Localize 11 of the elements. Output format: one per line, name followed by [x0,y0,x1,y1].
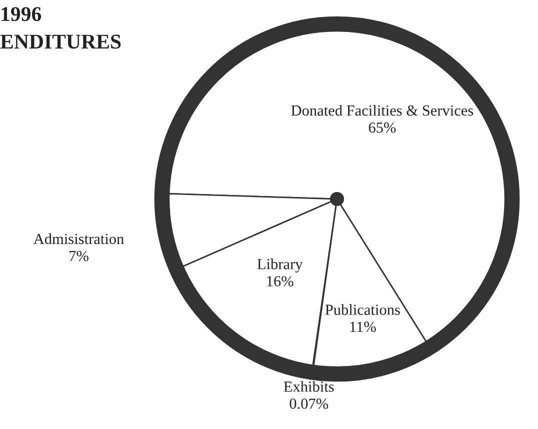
slice-label: Exhibits [284,381,334,392]
data-label: 16% [267,276,294,286]
slice-label: Publications [325,304,400,315]
data-label: 0.07% [290,398,328,409]
data-label: 7% [70,250,88,262]
slice-label: Library [257,258,303,272]
chart-title: 1996 ENDITURES [0,7,121,49]
data-label: 65% [368,122,396,133]
slice-label: Donated Facilities & Services [291,104,474,116]
data-label: 11% [350,322,376,332]
slice-label: Admisistration [34,233,124,244]
